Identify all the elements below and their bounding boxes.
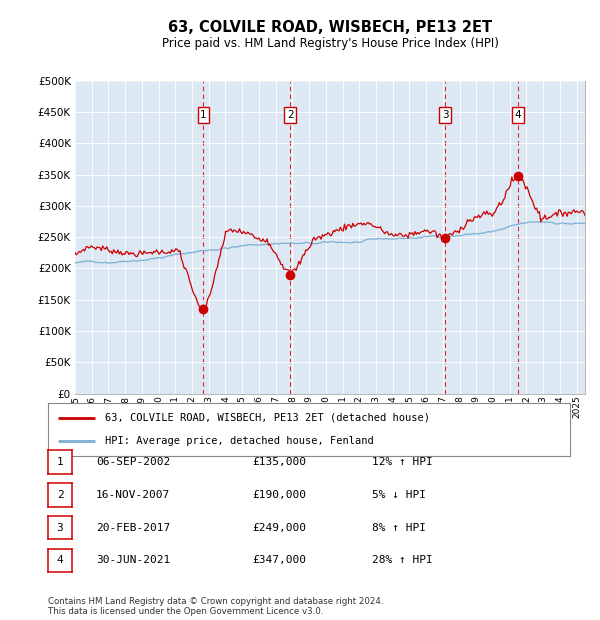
Text: 1: 1 (56, 457, 64, 467)
Text: £347,000: £347,000 (252, 556, 306, 565)
Text: 3: 3 (442, 110, 448, 120)
Text: 20-FEB-2017: 20-FEB-2017 (96, 523, 170, 533)
Text: 63, COLVILE ROAD, WISBECH, PE13 2ET: 63, COLVILE ROAD, WISBECH, PE13 2ET (168, 20, 492, 35)
Text: £249,000: £249,000 (252, 523, 306, 533)
Text: 1: 1 (200, 110, 207, 120)
Text: 2: 2 (287, 110, 293, 120)
Text: 2: 2 (56, 490, 64, 500)
Text: Contains HM Land Registry data © Crown copyright and database right 2024.: Contains HM Land Registry data © Crown c… (48, 597, 383, 606)
Text: 4: 4 (56, 556, 64, 565)
Text: £190,000: £190,000 (252, 490, 306, 500)
Text: 06-SEP-2002: 06-SEP-2002 (96, 457, 170, 467)
Text: 28% ↑ HPI: 28% ↑ HPI (372, 556, 433, 565)
Text: 16-NOV-2007: 16-NOV-2007 (96, 490, 170, 500)
Text: 12% ↑ HPI: 12% ↑ HPI (372, 457, 433, 467)
Text: This data is licensed under the Open Government Licence v3.0.: This data is licensed under the Open Gov… (48, 607, 323, 616)
Text: 30-JUN-2021: 30-JUN-2021 (96, 556, 170, 565)
Text: HPI: Average price, detached house, Fenland: HPI: Average price, detached house, Fenl… (106, 436, 374, 446)
Text: 63, COLVILE ROAD, WISBECH, PE13 2ET (detached house): 63, COLVILE ROAD, WISBECH, PE13 2ET (det… (106, 413, 430, 423)
Text: 4: 4 (515, 110, 521, 120)
Text: 3: 3 (56, 523, 64, 533)
Text: 8% ↑ HPI: 8% ↑ HPI (372, 523, 426, 533)
Text: 5% ↓ HPI: 5% ↓ HPI (372, 490, 426, 500)
Text: £135,000: £135,000 (252, 457, 306, 467)
Text: Price paid vs. HM Land Registry's House Price Index (HPI): Price paid vs. HM Land Registry's House … (161, 37, 499, 50)
